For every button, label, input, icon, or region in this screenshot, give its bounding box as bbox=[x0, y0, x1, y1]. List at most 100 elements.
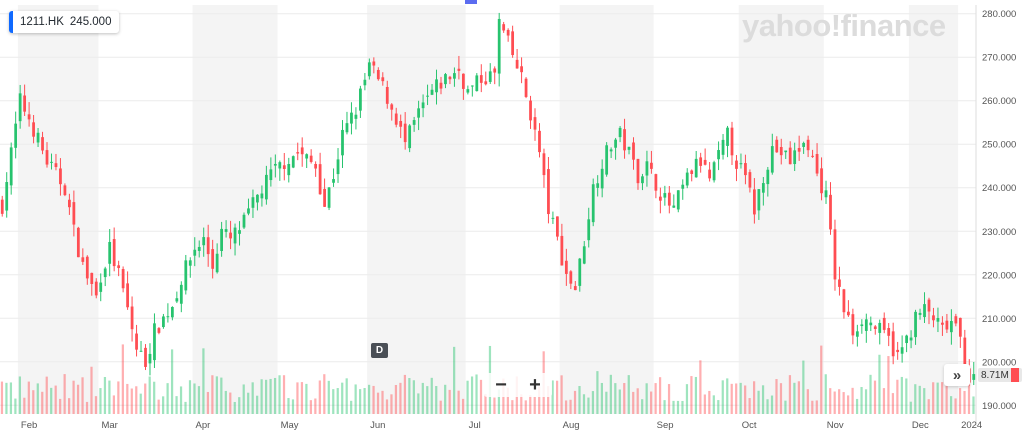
candle-body[interactable] bbox=[538, 130, 541, 153]
candle-body[interactable] bbox=[605, 145, 609, 175]
dividend-event-badge[interactable]: D bbox=[371, 343, 388, 358]
candle-body[interactable] bbox=[162, 316, 165, 328]
candle-body[interactable] bbox=[466, 89, 470, 93]
candle-body[interactable] bbox=[126, 283, 129, 308]
candle-body[interactable] bbox=[560, 235, 564, 266]
candle-body[interactable] bbox=[860, 324, 864, 327]
candle-body[interactable] bbox=[726, 127, 729, 146]
candle-body[interactable] bbox=[41, 137, 44, 151]
candle-body[interactable] bbox=[703, 159, 707, 165]
candle-body[interactable] bbox=[354, 114, 358, 119]
candle-body[interactable] bbox=[842, 289, 846, 313]
candle-body[interactable] bbox=[596, 183, 600, 188]
candle-body[interactable] bbox=[350, 112, 353, 124]
candle-body[interactable] bbox=[453, 73, 456, 79]
candle-body[interactable] bbox=[45, 150, 49, 165]
candle-body[interactable] bbox=[148, 353, 152, 364]
candle-body[interactable] bbox=[564, 260, 568, 274]
candle-body[interactable] bbox=[68, 199, 71, 208]
candle-body[interactable] bbox=[820, 168, 823, 194]
candle-body[interactable] bbox=[945, 320, 949, 330]
candle-body[interactable] bbox=[175, 298, 179, 302]
candle-body[interactable] bbox=[954, 316, 958, 324]
candle-body[interactable] bbox=[188, 260, 192, 266]
candle-body[interactable] bbox=[847, 311, 850, 316]
candle-body[interactable] bbox=[511, 31, 515, 56]
candle-body[interactable] bbox=[332, 179, 335, 183]
candle-body[interactable] bbox=[327, 187, 331, 208]
candle-body[interactable] bbox=[457, 68, 461, 71]
candle-body[interactable] bbox=[627, 146, 631, 150]
candle-body[interactable] bbox=[426, 95, 429, 97]
candle-body[interactable] bbox=[166, 316, 170, 318]
candle-body[interactable] bbox=[972, 374, 976, 380]
candle-body[interactable] bbox=[233, 227, 237, 244]
candle-body[interactable] bbox=[855, 331, 859, 337]
candle-body[interactable] bbox=[18, 93, 22, 122]
candle-body[interactable] bbox=[797, 147, 801, 152]
candle-body[interactable] bbox=[591, 184, 595, 223]
candle-body[interactable] bbox=[878, 322, 882, 333]
candle-body[interactable] bbox=[645, 161, 649, 176]
candle-body[interactable] bbox=[963, 337, 967, 368]
candle-body[interactable] bbox=[708, 169, 712, 179]
candle-body[interactable] bbox=[869, 322, 873, 326]
candle-body[interactable] bbox=[63, 185, 67, 196]
candle-body[interactable] bbox=[296, 152, 300, 154]
candle-body[interactable] bbox=[770, 146, 774, 173]
candle-body[interactable] bbox=[927, 299, 931, 312]
candle-body[interactable] bbox=[744, 163, 747, 176]
candle-body[interactable] bbox=[896, 349, 900, 353]
candle-body[interactable] bbox=[130, 306, 134, 330]
candle-body[interactable] bbox=[905, 335, 908, 344]
candle-body[interactable] bbox=[117, 265, 121, 269]
candle-body[interactable] bbox=[394, 113, 398, 125]
candle-body[interactable] bbox=[802, 142, 806, 147]
candle-body[interactable] bbox=[578, 258, 582, 286]
candle-body[interactable] bbox=[761, 183, 765, 193]
candle-body[interactable] bbox=[309, 155, 313, 162]
candle-body[interactable] bbox=[260, 193, 264, 199]
candle-body[interactable] bbox=[542, 153, 546, 176]
candle-body[interactable] bbox=[336, 159, 340, 175]
candle-body[interactable] bbox=[551, 217, 555, 219]
candle-body[interactable] bbox=[632, 142, 635, 160]
candle-body[interactable] bbox=[323, 188, 326, 207]
candle-body[interactable] bbox=[914, 311, 917, 338]
candle-body[interactable] bbox=[766, 169, 770, 185]
candle-body[interactable] bbox=[932, 315, 935, 321]
candle-body[interactable] bbox=[636, 158, 640, 184]
candle-body[interactable] bbox=[224, 229, 228, 232]
candle-body[interactable] bbox=[699, 157, 703, 166]
candle-body[interactable] bbox=[23, 95, 27, 112]
candle-body[interactable] bbox=[694, 158, 698, 178]
candle-body[interactable] bbox=[793, 150, 797, 165]
candle-body[interactable] bbox=[14, 123, 18, 148]
range-marker[interactable] bbox=[465, 0, 477, 4]
candle-body[interactable] bbox=[238, 230, 241, 234]
candle-body[interactable] bbox=[99, 282, 103, 292]
candle-body[interactable] bbox=[59, 168, 62, 185]
candle-body[interactable] bbox=[497, 18, 501, 74]
candle-body[interactable] bbox=[385, 86, 389, 104]
candle-body[interactable] bbox=[618, 127, 622, 138]
candle-body[interactable] bbox=[547, 169, 550, 215]
candle-body[interactable] bbox=[417, 108, 420, 118]
candle-body[interactable] bbox=[202, 237, 206, 246]
candle-body[interactable] bbox=[121, 269, 125, 289]
candle-body[interactable] bbox=[372, 61, 376, 66]
candle-body[interactable] bbox=[806, 139, 810, 151]
candle-body[interactable] bbox=[582, 246, 586, 264]
candle-body[interactable] bbox=[757, 189, 761, 211]
candle-body[interactable] bbox=[824, 190, 828, 198]
candle-body[interactable] bbox=[193, 249, 197, 256]
candle-body[interactable] bbox=[784, 150, 788, 153]
candle-body[interactable] bbox=[788, 147, 792, 165]
candle-body[interactable] bbox=[864, 319, 868, 331]
candle-body[interactable] bbox=[5, 182, 9, 211]
candle-body[interactable] bbox=[775, 139, 779, 153]
candle-body[interactable] bbox=[493, 68, 497, 73]
candle-body[interactable] bbox=[269, 169, 273, 181]
candle-body[interactable] bbox=[300, 147, 304, 155]
zoom-in-button[interactable]: + bbox=[529, 374, 541, 396]
